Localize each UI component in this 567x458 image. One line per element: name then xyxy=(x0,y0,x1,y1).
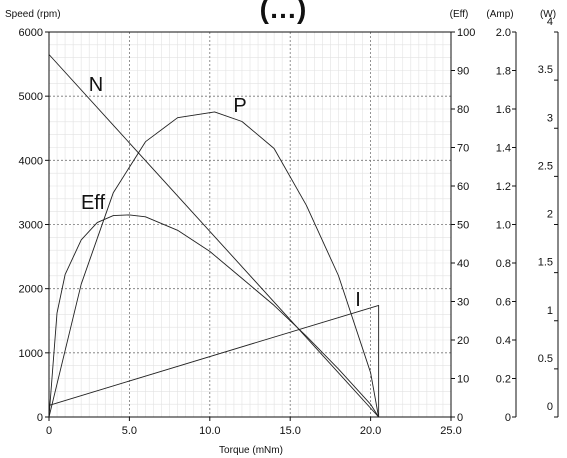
x-tick-label: 15.0 xyxy=(279,425,300,437)
y-tick-label: 6000 xyxy=(19,27,43,39)
y-tick-label: 60 xyxy=(457,181,469,193)
y-tick-label: 3.5 xyxy=(538,64,553,76)
y-tick-label: 1.2 xyxy=(496,181,511,193)
y-axis-header: Speed (rpm) xyxy=(5,9,61,20)
series-line-eff xyxy=(48,214,379,418)
y-tick-label: 0 xyxy=(505,412,511,424)
y-tick-label: 50 xyxy=(457,220,469,232)
y-tick-label: 1.5 xyxy=(538,257,553,269)
y-tick-label: 80 xyxy=(457,104,469,116)
y-tick-label: 0 xyxy=(547,401,553,413)
y-tick-label: 20 xyxy=(457,335,469,347)
y-tick-label: 0 xyxy=(37,412,43,424)
y-tick-label: 2 xyxy=(547,209,553,221)
y-tick-label: 2000 xyxy=(19,284,43,296)
series-line-n xyxy=(48,54,379,418)
y-tick-label: 0.5 xyxy=(538,353,553,365)
y-tick-label: 100 xyxy=(457,27,475,39)
x-tick-label: 10.0 xyxy=(199,425,220,437)
y-axis-header: (W) xyxy=(540,9,556,20)
y-tick-label: 2.5 xyxy=(538,160,553,172)
y-tick-label: 4 xyxy=(547,16,553,28)
y-tick-label: 0.6 xyxy=(496,297,511,309)
series-line-p xyxy=(48,111,380,418)
curve-label-i: I xyxy=(355,289,361,311)
y-tick-label: 30 xyxy=(457,297,469,309)
y-tick-label: 1.0 xyxy=(496,220,511,232)
chart-title-text: (…) xyxy=(260,0,307,24)
plot-labels: N P Eff I xyxy=(81,74,361,311)
y-tick-label: 40 xyxy=(457,258,469,270)
y-axis-header: (Eff) xyxy=(450,9,469,20)
x-tick-label: 20.0 xyxy=(360,425,381,437)
y-tick-label: 1 xyxy=(547,305,553,317)
y-tick-label: 0.8 xyxy=(496,258,511,270)
plot-curves xyxy=(48,54,380,418)
curve-label-n: N xyxy=(89,74,103,96)
y-tick-label: 3 xyxy=(547,112,553,124)
y-tick-label: 1.8 xyxy=(496,66,511,78)
series-line-i xyxy=(48,304,380,417)
y-tick-label: 5000 xyxy=(19,91,43,103)
y-tick-label: 3000 xyxy=(19,220,43,232)
y-tick-label: 2.0 xyxy=(496,27,511,39)
y-tick-label: 4000 xyxy=(19,155,43,167)
curve-label-p: P xyxy=(233,95,246,117)
plot-grid xyxy=(49,32,451,417)
y-tick-label: 1.4 xyxy=(496,143,511,155)
y-tick-label: 1000 xyxy=(19,348,43,360)
chart-title: (…) xyxy=(260,0,307,24)
y-tick-label: 10 xyxy=(457,374,469,386)
y-tick-label: 90 xyxy=(457,66,469,78)
y-tick-label: 0.4 xyxy=(496,335,511,347)
curve-label-eff: Eff xyxy=(81,192,106,214)
y-tick-label: 1.6 xyxy=(496,104,511,116)
y-tick-label: 70 xyxy=(457,143,469,155)
y-axis-header: (Amp) xyxy=(486,9,513,20)
x-tick-label: 25.0 xyxy=(440,425,461,437)
x-tick-label: 0 xyxy=(46,425,52,437)
x-axis-label: Torque (mNm) xyxy=(219,445,283,456)
y-tick-label: 0 xyxy=(457,412,463,424)
x-tick-label: 5.0 xyxy=(122,425,137,437)
y-tick-label: 0.2 xyxy=(496,374,511,386)
